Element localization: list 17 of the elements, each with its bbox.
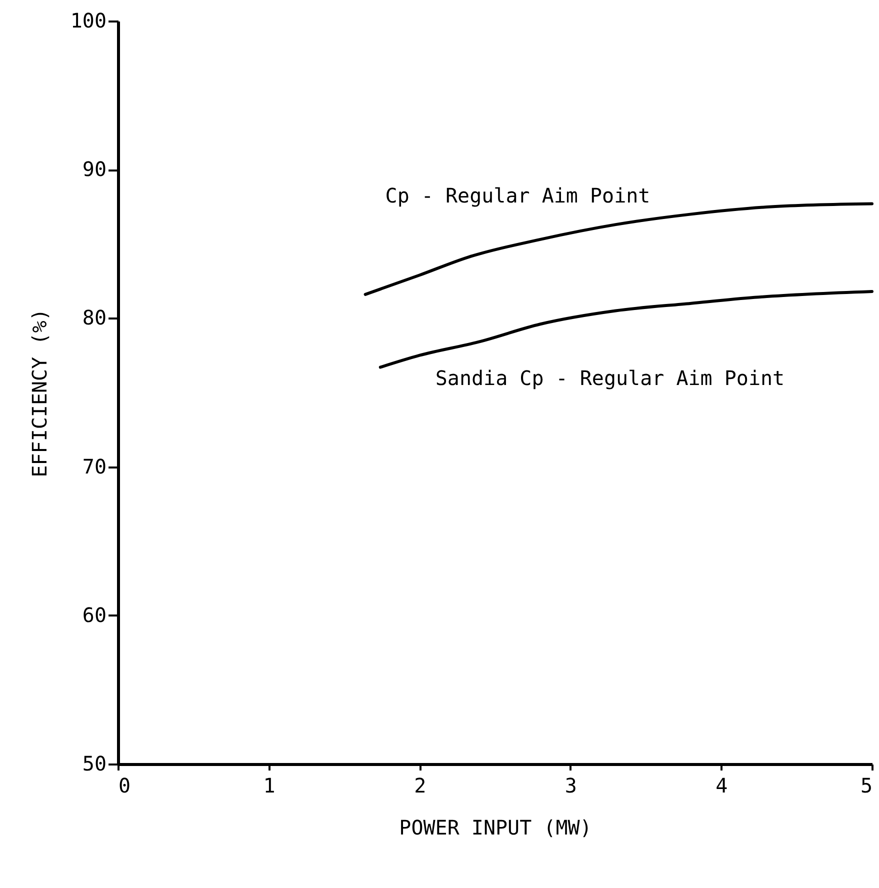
x-tick-label: 1 bbox=[263, 774, 276, 798]
x-axis-title: POWER INPUT (MW) bbox=[399, 816, 592, 840]
y-axis-title: EFFICIENCY (%) bbox=[27, 308, 52, 478]
y-tick-label: 90 bbox=[82, 157, 106, 182]
y-tick-label: 50 bbox=[82, 752, 106, 776]
y-tick-label: 60 bbox=[82, 602, 106, 627]
line-series bbox=[378, 290, 874, 369]
y-tick-label: 70 bbox=[82, 454, 106, 478]
x-tick-label: 4 bbox=[716, 774, 728, 798]
y-tick-label: 80 bbox=[82, 306, 106, 330]
y-tick-label: 100 bbox=[70, 8, 106, 32]
series-label: Sandia Cp - Regular Aim Point bbox=[435, 366, 785, 390]
x-tick-label: 2 bbox=[414, 774, 426, 798]
x-tick-label: 5 bbox=[860, 774, 872, 798]
x-tick-label: 3 bbox=[564, 774, 577, 798]
x-tick-label: 0 bbox=[118, 774, 131, 798]
series-label: Cp - Regular Aim Point bbox=[385, 183, 650, 208]
